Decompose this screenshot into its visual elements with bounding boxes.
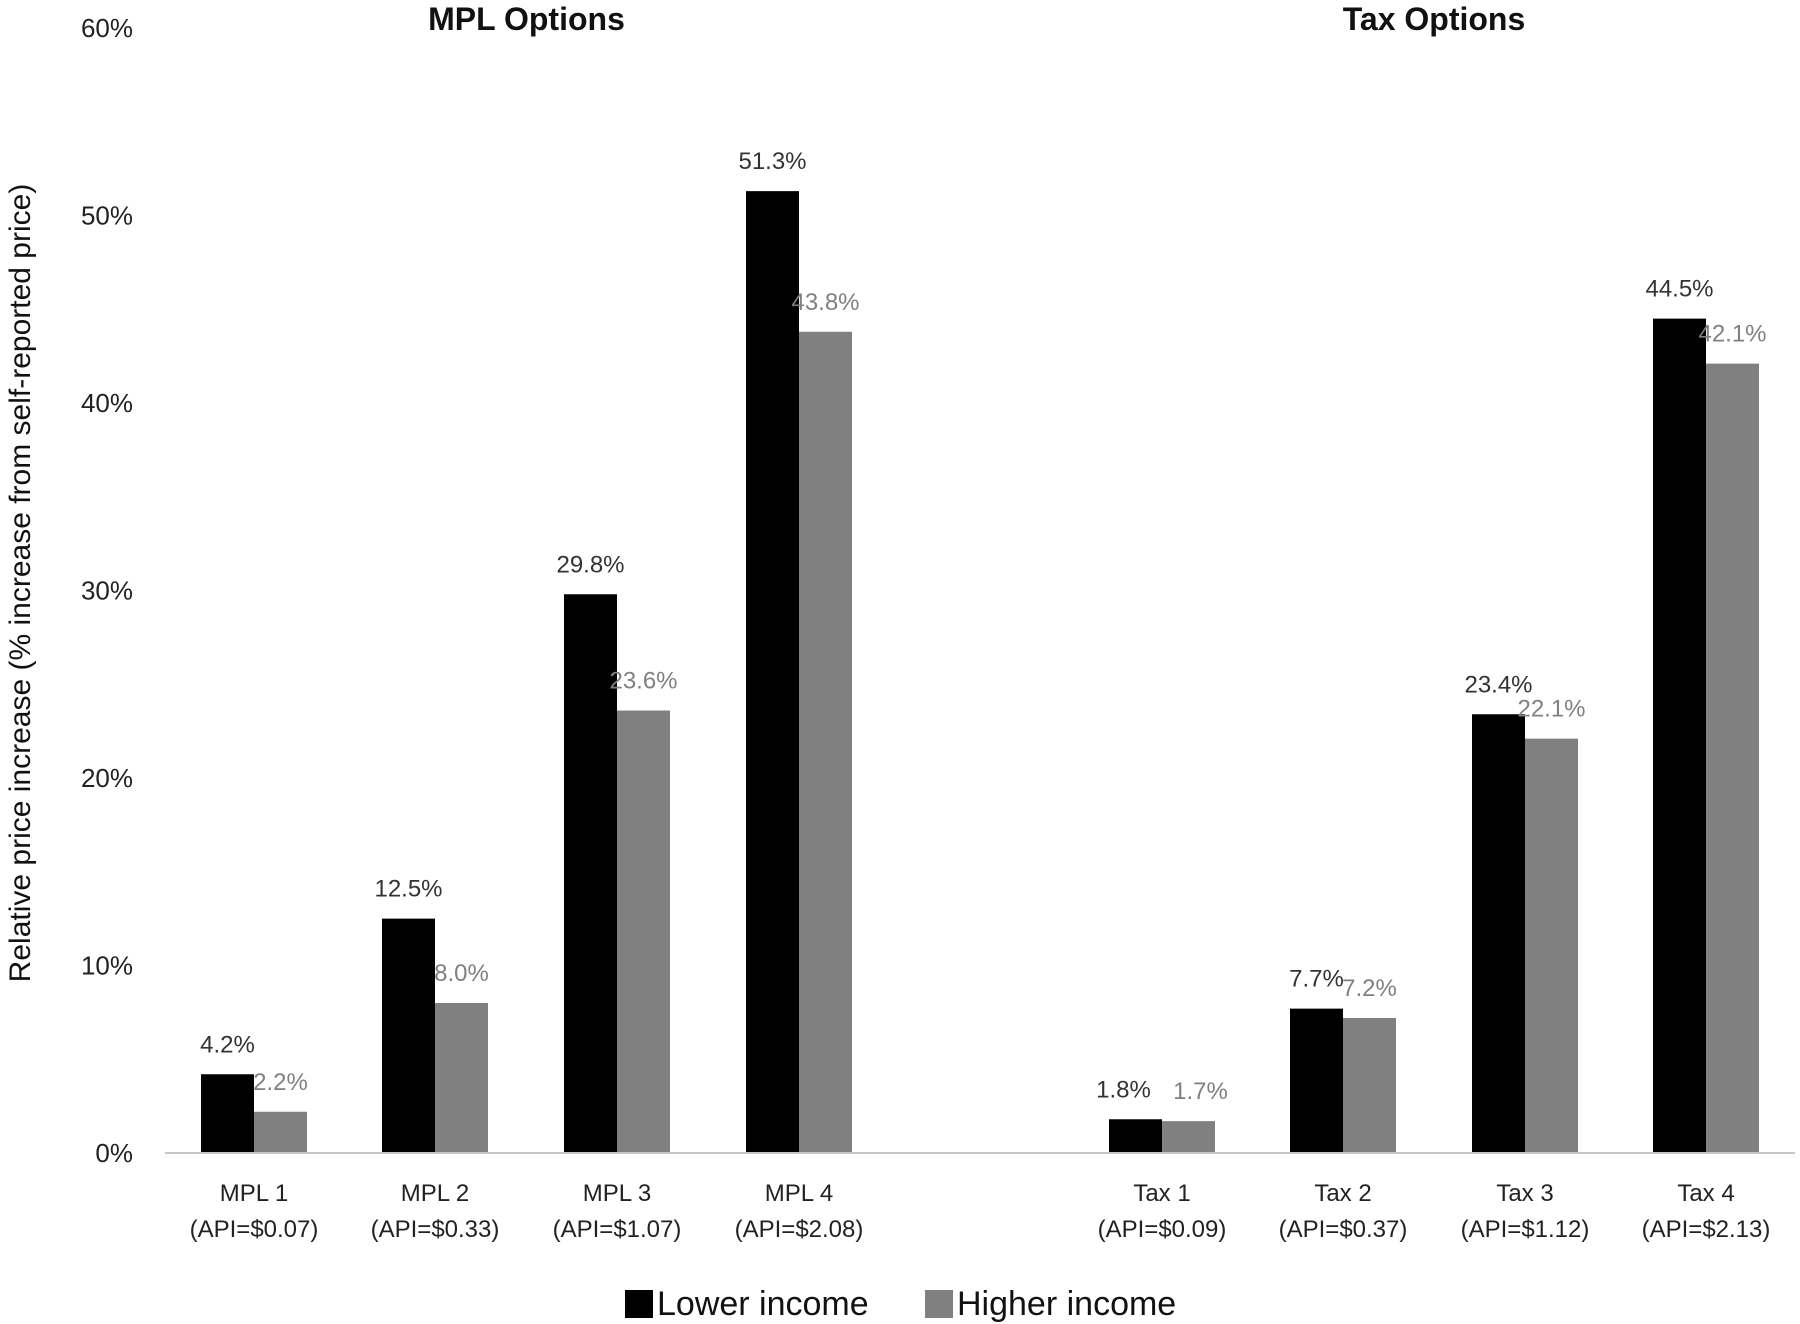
data-label: 23.4% <box>1464 671 1532 698</box>
bar-lower-income <box>1472 714 1525 1153</box>
y-tick-label: 50% <box>81 201 133 231</box>
category-sublabel: (API=$0.37) <box>1279 1216 1408 1243</box>
bar-higher-income <box>1343 1018 1396 1153</box>
category-sublabel: (API=$2.08) <box>735 1216 864 1243</box>
y-axis: 0% 10% 20% 30% 40% 50% 60% <box>81 13 133 1168</box>
data-label: 1.8% <box>1096 1076 1151 1103</box>
legend-label-lower-income: Lower income <box>657 1285 869 1323</box>
y-axis-label: Relative price increase (% increase from… <box>4 184 37 983</box>
y-tick-label: 30% <box>81 576 133 606</box>
category-sublabel: (API=$2.13) <box>1642 1216 1771 1243</box>
bar-higher-income <box>1706 363 1759 1153</box>
category-label: MPL 3 <box>583 1180 651 1207</box>
category-sublabel: (API=$0.33) <box>371 1216 500 1243</box>
category-sublabel: (API=$1.12) <box>1461 1216 1590 1243</box>
category-sublabel: (API=$0.07) <box>190 1216 319 1243</box>
data-label: 7.2% <box>1342 975 1397 1002</box>
data-label: 12.5% <box>374 876 442 903</box>
data-label: 4.2% <box>200 1031 255 1058</box>
group-title: MPL Options <box>428 1 625 37</box>
category-labels: MPL 1 (API=$0.07) MPL 2 (API=$0.33) MPL 3 (AP… <box>190 1180 1771 1243</box>
bar-lower-income <box>1653 318 1706 1153</box>
data-label: 51.3% <box>738 148 806 175</box>
data-label: 23.6% <box>609 668 677 695</box>
bar-higher-income <box>617 710 670 1153</box>
bar-lower-income <box>746 191 799 1153</box>
bar-higher-income <box>799 331 852 1153</box>
legend: Lower income Higher income <box>625 1285 1176 1323</box>
category-label: Tax 2 <box>1314 1180 1371 1207</box>
category-label: Tax 3 <box>1496 1180 1553 1207</box>
data-label: 1.7% <box>1173 1078 1228 1105</box>
data-labels: 4.2% 12.5% 29.8% 51.3% 1.8% 7.7% 23.4% 44.5% 2.2… <box>200 148 1766 1105</box>
category-sublabel: (API=$0.09) <box>1098 1216 1227 1243</box>
bar-lower-income <box>1290 1008 1343 1153</box>
data-label: 44.5% <box>1645 276 1713 303</box>
bar-lower-income <box>382 918 435 1153</box>
bar-higher-income <box>1525 738 1578 1153</box>
y-tick-label: 60% <box>81 13 133 43</box>
data-label: 43.8% <box>791 289 859 316</box>
category-label: MPL 2 <box>401 1180 469 1207</box>
legend-label-higher-income: Higher income <box>957 1285 1176 1323</box>
bar-lower-income <box>564 594 617 1153</box>
data-label: 29.8% <box>556 551 624 578</box>
category-label: MPL 4 <box>765 1180 833 1207</box>
category-label: Tax 1 <box>1133 1180 1190 1207</box>
bar-lower-income <box>201 1074 254 1153</box>
category-label: Tax 4 <box>1677 1180 1734 1207</box>
data-label: 22.1% <box>1517 696 1585 723</box>
data-label: 2.2% <box>253 1069 308 1096</box>
legend-swatch-higher-income <box>925 1290 953 1318</box>
y-tick-label: 10% <box>81 951 133 981</box>
legend-swatch-lower-income <box>625 1290 653 1318</box>
data-label: 42.1% <box>1698 321 1766 348</box>
y-tick-label: 0% <box>95 1138 133 1168</box>
y-tick-label: 40% <box>81 388 133 418</box>
bars <box>201 191 1759 1153</box>
bar-higher-income <box>435 1003 488 1153</box>
category-label: MPL 1 <box>220 1180 288 1207</box>
data-label: 8.0% <box>434 960 489 987</box>
data-label: 7.7% <box>1289 966 1344 993</box>
y-tick-label: 20% <box>81 763 133 793</box>
bar-higher-income <box>254 1111 307 1153</box>
bar-higher-income <box>1162 1121 1215 1153</box>
category-sublabel: (API=$1.07) <box>553 1216 682 1243</box>
bar-lower-income <box>1109 1119 1162 1153</box>
group-titles: MPL Options Tax Options <box>428 1 1525 37</box>
group-title: Tax Options <box>1343 1 1526 37</box>
